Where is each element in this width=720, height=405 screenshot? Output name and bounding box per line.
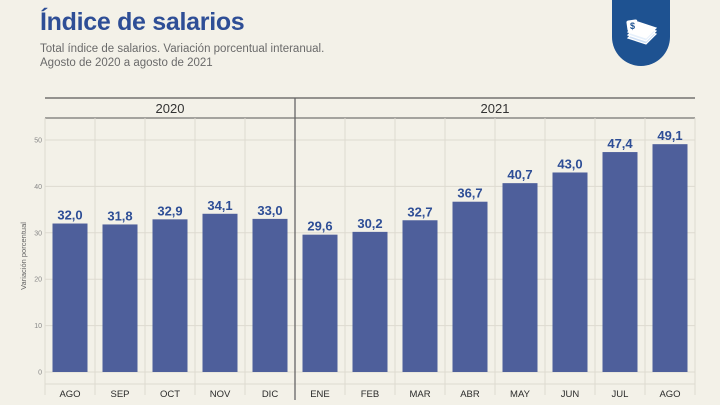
x-tick-label: MAR [409,389,430,400]
x-tick-label: MAY [510,389,531,400]
bar-value-label: 31,8 [107,208,132,223]
bar [102,224,138,372]
y-tick-label: 20 [34,277,42,284]
group-header-2020: 2020 [156,101,185,116]
group-header-2021: 2021 [481,101,510,116]
bar [602,152,638,372]
logo-badge: $ [612,0,670,66]
x-tick-label: AGO [59,389,80,400]
bar [452,201,488,372]
chart-subtitle: Total índice de salarios. Variación porc… [40,43,325,55]
x-tick-label: NOV [210,389,231,400]
bar-value-label: 32,7 [407,204,432,219]
bar [652,144,688,372]
x-tick-label: OCT [160,389,180,400]
y-tick-label: 10 [34,323,42,330]
bar [402,220,438,372]
bar-value-label: 33,0 [257,203,282,218]
bar-value-label: 32,9 [157,203,182,218]
bar [352,231,388,372]
x-tick-label: DIC [262,389,279,400]
y-tick-label: 0 [38,370,42,377]
bar-value-label: 32,0 [57,208,82,223]
y-tick-label: 30 [34,230,42,237]
bar [152,219,188,372]
bar-value-label: 49,1 [657,128,682,143]
bar [552,172,588,372]
y-axis-label: Variación porcentual [19,222,28,290]
bar [302,234,338,372]
x-tick-label: ENE [310,389,330,400]
chart-date-range: Agosto de 2020 a agosto de 2021 [40,57,213,69]
money-stack-icon: $ [626,19,658,45]
x-tick-label: JUL [612,389,629,400]
x-tick-label: SEP [110,389,129,400]
bar [52,223,88,372]
y-tick-label: 40 [34,184,42,191]
x-tick-label: ABR [460,389,480,400]
x-tick-label: FEB [361,389,379,400]
bar [202,213,238,372]
bar-value-label: 29,6 [307,219,332,234]
bar-value-label: 43,0 [557,156,582,171]
x-tick-label: JUN [561,389,580,400]
bar-value-label: 40,7 [507,167,532,182]
bar [252,218,288,372]
bar [502,183,538,372]
svg-text:$: $ [630,21,635,31]
bar-value-label: 36,7 [457,186,482,201]
page-title: Índice de salarios [40,8,245,36]
bar-value-label: 34,1 [207,198,232,213]
bar-value-label: 47,4 [607,136,633,151]
y-tick-label: 50 [34,138,42,145]
bar-value-label: 30,2 [357,216,382,231]
x-tick-label: AGO [659,389,680,400]
